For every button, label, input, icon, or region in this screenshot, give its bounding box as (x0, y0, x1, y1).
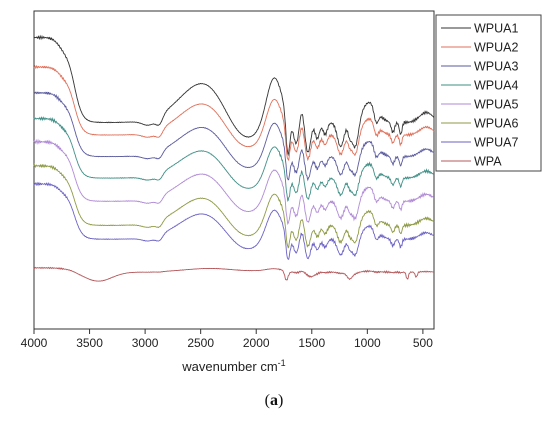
series-line-wpua3 (33, 91, 435, 182)
series-line-wpua7 (33, 181, 435, 260)
x-tick-label-4000: 4000 (21, 336, 48, 350)
legend-box (435, 14, 542, 172)
x-tick-label-3000: 3000 (132, 336, 159, 350)
x-tick-label-1000: 1000 (354, 336, 381, 350)
x-axis-title: wavenumber cm-1 (181, 358, 285, 374)
series-line-wpua2 (33, 64, 435, 162)
legend-label-wpua7: WPUA7 (474, 136, 519, 150)
series-layer (33, 34, 435, 282)
caption-open-paren: ( (265, 392, 270, 409)
x-tick-label-2500: 2500 (187, 336, 214, 350)
legend-label-wpua3: WPUA3 (474, 60, 519, 74)
x-tick-label-2000: 2000 (243, 336, 270, 350)
x-tick-label-1500: 1500 (298, 336, 325, 350)
legend-label-wpua2: WPUA2 (474, 41, 519, 55)
x-axis-title-superscript: -1 (278, 358, 286, 368)
figure-caption: (a) (265, 392, 284, 409)
x-tick-label-500: 500 (413, 336, 433, 350)
legend-label-wpua6: WPUA6 (474, 117, 519, 131)
series-line-wpa (33, 266, 435, 282)
legend-label-wpua5: WPUA5 (474, 98, 519, 112)
x-axis-title-text: wavenumber cm (181, 359, 277, 374)
x-tick-label-3500: 3500 (76, 336, 103, 350)
x-axis-ticks: 4000 3500 3000 2500 2000 1500 1000 500 (21, 329, 433, 350)
series-line-wpua1 (33, 34, 435, 157)
legend: WPUA1 WPUA2 WPUA3 WPUA4 WPUA5 WPUA6 WPUA7 WPA (435, 14, 542, 172)
plot-frame (33, 10, 435, 330)
series-line-wpua5 (33, 138, 435, 225)
legend-items: WPUA1 WPUA2 WPUA3 WPUA4 WPUA5 WPUA6 WPUA7 WPA (441, 22, 519, 169)
series-line-wpua6 (33, 162, 435, 249)
series-line-wpua4 (33, 116, 435, 202)
legend-label-wpua1: WPUA1 (474, 22, 519, 36)
caption-letter: a (270, 392, 278, 409)
legend-label-wpa: WPA (474, 155, 502, 169)
legend-label-wpua4: WPUA4 (474, 79, 519, 93)
caption-close-paren: ) (278, 392, 283, 409)
